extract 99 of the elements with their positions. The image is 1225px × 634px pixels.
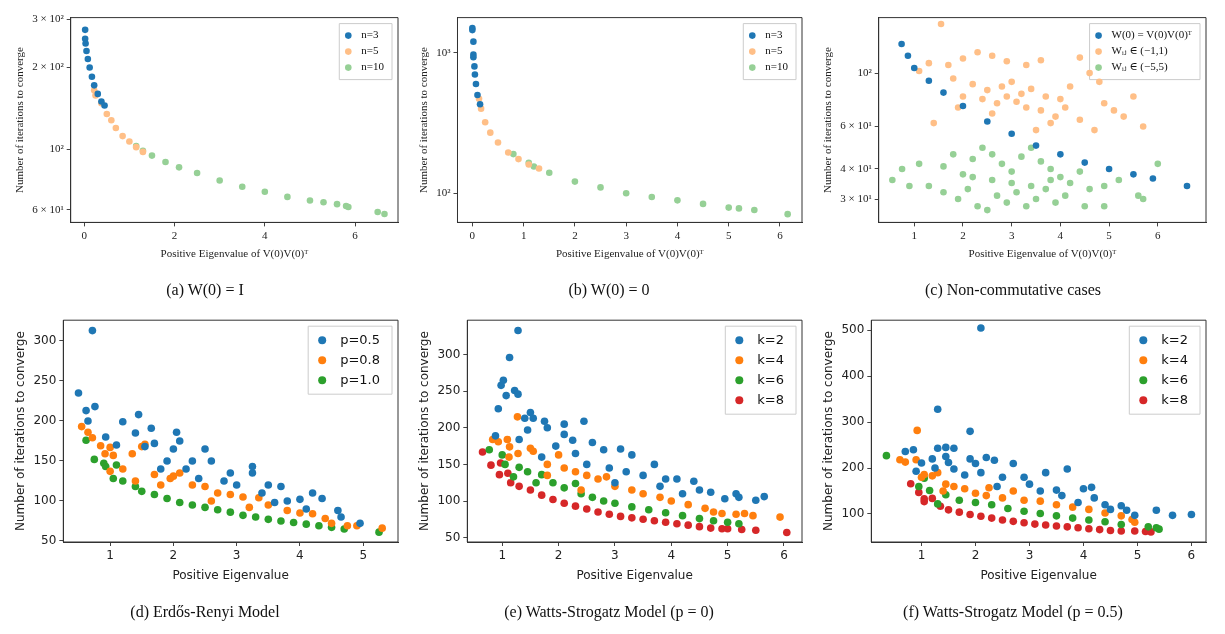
y-tick-label: 100 [33,493,57,508]
x-tick-label: 2 [572,228,578,241]
y-tick-label: 200 [33,413,57,428]
y-tick-label: 250 [437,383,461,398]
legend-label: n=3 [361,28,379,41]
x-tick-label: 4 [296,548,304,563]
y-tick-label: 200 [437,419,461,434]
x-axis-title: Positive Eigenvalue [980,567,1097,582]
y-tick-label: 200 [841,460,865,475]
x-tick-label: 5 [723,548,732,563]
y-tick-label: 300 [33,333,57,348]
y-tick-label: 150 [437,456,461,471]
x-tick-label: 6 [1155,228,1162,241]
x-tick-label: 4 [1057,228,1064,241]
x-tick-label: 2 [971,548,980,563]
legend-label: n=5 [765,44,783,57]
text: (d) Erdős-Renyi Model [130,602,281,621]
text: (a) W(0) = I [166,280,244,299]
y-axis-title: Number of iterations to converge [821,46,834,193]
y-tick-label: 300 [841,414,865,429]
y-tick-label: 6 × 10¹ [32,202,64,215]
x-tick-label: 4 [1079,548,1088,563]
x-tick-label: 6 [1187,548,1196,563]
y-tick-label: 10² [857,66,873,78]
x-axis-title: Positive Eigenvalue of V(0)V(0)ᵀ [555,247,704,261]
y-tick-label: 3 × 10¹ [840,191,872,204]
x-tick-label: 3 [1008,228,1015,241]
text: (f) Watts-Strogatz Model (p = 0.5) [903,602,1123,621]
x-tick-label: 0 [469,228,476,241]
x-axis-title: Positive Eigenvalue [172,567,289,582]
legend-label: p=1.0 [340,371,381,387]
x-tick-label: 2 [171,228,178,241]
legend-label: Wᵢⱼ ∈ (−1,1) [1111,44,1168,58]
x-tick-label: 6 [777,228,784,241]
legend-label: k=6 [1161,371,1189,387]
y-tick-label: 100 [437,493,461,508]
text: (e) Watts-Strogatz Model (p = 0) [504,602,714,621]
x-tick-label: 3 [232,548,241,563]
x-tick-label: 6 [352,228,359,241]
legend-label: n=3 [765,28,783,41]
x-axis-title: Positive Eigenvalue of V(0)V(0)ᵀ [968,247,1117,261]
x-tick-label: 0 [81,228,88,241]
legend-label: n=10 [765,60,789,73]
y-tick-label: 100 [841,506,865,521]
y-tick-label: 150 [33,453,57,468]
x-tick-label: 4 [674,228,681,241]
x-tick-label: 2 [960,228,966,241]
x-tick-label: 3 [623,228,630,241]
y-axis-title: Number of iterations to converge [13,46,26,193]
x-tick-label: 1 [498,548,507,563]
legend-label: k=4 [1161,351,1189,367]
legend-label: k=4 [757,351,785,367]
legend-label: n=5 [361,44,379,57]
y-tick-label: 10² [436,186,452,199]
x-tick-label: 1 [520,228,527,241]
x-axis-title: Positive Eigenvalue of V(0)V(0)ᵀ [160,247,309,261]
y-tick-label: 10³ [436,45,452,58]
x-tick-label: 1 [917,548,926,563]
y-axis-title: Number of iterations to converge [13,331,28,531]
x-tick-label: 5 [1106,228,1113,241]
x-tick-label: 2 [169,548,178,563]
y-tick-label: 2 × 10² [32,60,65,73]
y-tick-label: 400 [841,368,865,383]
text: (b) W(0) = 0 [568,280,650,299]
legend-label: k=8 [757,391,785,407]
y-axis-title: Number of iterations to converge [417,331,432,531]
legend-label: k=2 [1161,331,1189,347]
legend-label: p=0.5 [340,331,381,347]
legend-label: k=8 [1161,391,1189,407]
x-tick-label: 3 [1025,548,1034,563]
x-tick-label: 5 [725,228,732,241]
y-tick-label: 250 [33,373,57,388]
x-tick-label: 5 [1133,548,1142,563]
y-tick-label: 10² [49,142,65,155]
y-axis-title: Number of iterations to converge [821,331,836,531]
y-tick-label: 500 [841,322,865,337]
legend-label: p=0.8 [340,351,381,367]
legend-label: k=6 [757,371,785,387]
y-tick-label: 6 × 10¹ [840,119,872,132]
y-tick-label: 50 [41,533,57,548]
x-tick-label: 1 [911,228,918,241]
legend-label: k=2 [757,331,785,347]
y-tick-label: 4 × 10¹ [840,161,872,174]
x-tick-label: 5 [359,548,368,563]
legend-label: n=10 [361,60,385,73]
legend-label: Wᵢⱼ ∈ (−5,5) [1111,60,1168,74]
x-tick-label: 4 [667,548,676,563]
legend-label: W(0) = V(0)V(0)ᵀ [1111,28,1192,42]
x-tick-label: 3 [611,548,619,563]
text: (c) Non-commutative cases [925,280,1101,299]
x-tick-label: 4 [262,228,269,241]
y-axis-title: Number of iterations to converge [417,46,430,193]
y-tick-label: 50 [445,529,461,544]
y-tick-label: 300 [437,346,461,361]
x-axis-title: Positive Eigenvalue [576,567,693,582]
x-tick-label: 1 [106,548,114,563]
x-tick-label: 6 [780,548,788,563]
y-tick-label: 3 × 10² [32,12,65,25]
x-tick-label: 2 [554,548,563,563]
